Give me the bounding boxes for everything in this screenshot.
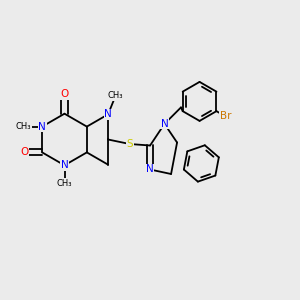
Text: N: N (38, 122, 46, 132)
Text: N: N (61, 160, 68, 170)
Text: O: O (20, 147, 28, 158)
Text: N: N (104, 109, 112, 119)
Text: O: O (60, 89, 69, 99)
Text: CH₃: CH₃ (16, 122, 31, 131)
Text: Br: Br (220, 111, 231, 122)
Text: CH₃: CH₃ (108, 91, 123, 100)
Text: CH₃: CH₃ (57, 179, 72, 188)
Text: N: N (146, 164, 154, 175)
Text: S: S (126, 139, 133, 149)
Text: N: N (160, 119, 168, 129)
